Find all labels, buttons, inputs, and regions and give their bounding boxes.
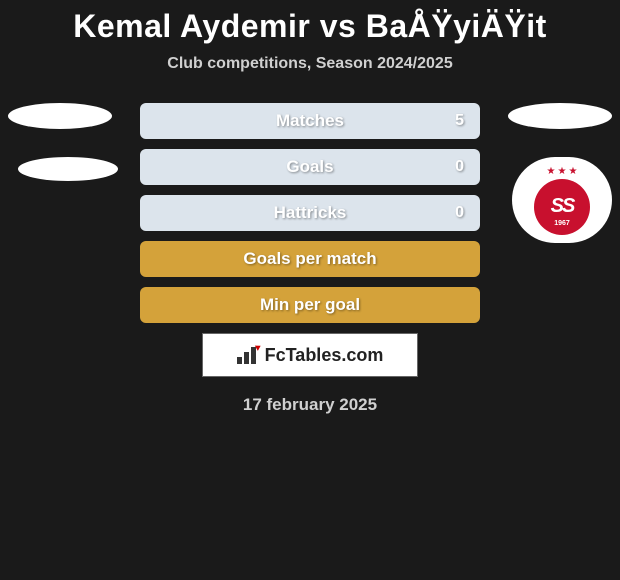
stat-label: Goals per match — [243, 249, 376, 269]
stat-label: Hattricks — [274, 203, 347, 223]
comparison-title: Kemal Aydemir vs BaÅŸyiÄŸit — [0, 0, 620, 45]
star-icon: ★ — [547, 166, 556, 177]
player1-badge-1 — [8, 103, 112, 129]
stat-value: 5 — [455, 112, 464, 130]
stat-bar-goals: Goals 0 — [140, 149, 480, 185]
stat-label: Goals — [286, 157, 333, 177]
star-icon: ★ — [568, 166, 577, 177]
player2-club-logo: ★ ★ ★ SS 1967 — [512, 157, 612, 243]
logo-shield: SS 1967 — [534, 179, 590, 235]
logo-initials: SS — [551, 195, 574, 218]
content-area: ★ ★ ★ SS 1967 Matches 5 Goals 0 Hattrick… — [0, 103, 620, 415]
stat-bar-min-per-goal: Min per goal — [140, 287, 480, 323]
snapshot-date: 17 february 2025 — [0, 395, 620, 415]
stat-label: Matches — [276, 111, 344, 131]
stat-value: 0 — [455, 158, 464, 176]
stat-bar-matches: Matches 5 — [140, 103, 480, 139]
brand-text: FcTables.com — [265, 345, 384, 366]
sivasspor-logo: ★ ★ ★ SS 1967 — [534, 166, 590, 235]
stat-bar-hattricks: Hattricks 0 — [140, 195, 480, 231]
left-player-badges — [8, 103, 118, 209]
season-subtitle: Club competitions, Season 2024/2025 — [0, 55, 620, 73]
logo-stars: ★ ★ ★ — [547, 166, 578, 177]
stat-bars: Matches 5 Goals 0 Hattricks 0 Goals per … — [140, 103, 480, 323]
star-icon: ★ — [558, 166, 567, 177]
chart-icon — [237, 346, 259, 364]
player1-badge-2 — [18, 157, 118, 181]
brand-footer: FcTables.com — [202, 333, 418, 377]
right-player-badges: ★ ★ ★ SS 1967 — [512, 103, 612, 243]
fctables-logo: FcTables.com — [237, 345, 384, 366]
stat-value: 0 — [455, 204, 464, 222]
stat-bar-goals-per-match: Goals per match — [140, 241, 480, 277]
stat-label: Min per goal — [260, 295, 360, 315]
logo-year: 1967 — [554, 220, 570, 227]
